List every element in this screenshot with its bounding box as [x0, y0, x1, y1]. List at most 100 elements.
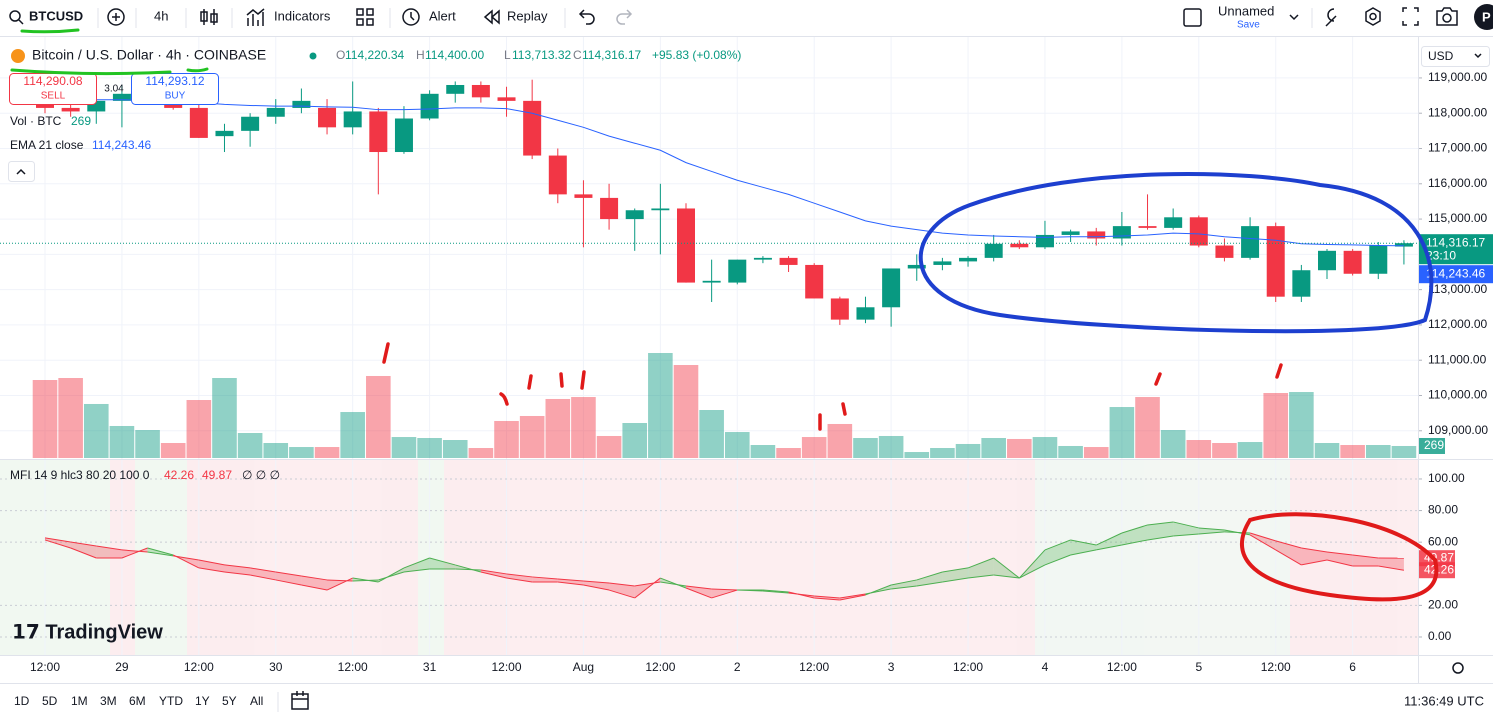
volume-bar: [83, 403, 109, 458]
indicators-icon[interactable]: [246, 8, 265, 26]
countdown-label: 23:10: [1426, 248, 1456, 262]
y-tick-label: 118,000.00: [1428, 105, 1487, 119]
volume-bar: [494, 420, 519, 458]
volume-bar: [417, 438, 442, 458]
range-button[interactable]: 5D: [42, 694, 58, 708]
indicators-button[interactable]: Indicators: [274, 8, 331, 23]
candle-body: [625, 210, 644, 220]
volume-bar: [853, 438, 878, 458]
ema-legend-value: 114,243.46: [92, 138, 151, 152]
replay-button[interactable]: Replay: [507, 8, 548, 23]
search-icon[interactable]: [9, 10, 21, 22]
ohlc-label: O: [336, 48, 345, 62]
change: +95.83 (+0.08%): [652, 48, 741, 62]
volume-bar: [596, 435, 622, 458]
mfi-signal-line: [44, 537, 71, 543]
quick-search[interactable]: [1325, 8, 1337, 27]
mfi-signal-line: [327, 579, 353, 582]
volume-bar: [58, 378, 83, 458]
fullscreen[interactable]: [1402, 7, 1419, 26]
mfi-line: [480, 571, 507, 579]
add-symbol[interactable]: [107, 8, 125, 26]
volume-bar: [981, 438, 1006, 458]
currency[interactable]: USD: [1428, 49, 1454, 63]
alert-button[interactable]: Alert: [429, 8, 456, 23]
avatar[interactable]: [1474, 4, 1493, 30]
mfi-line: [301, 584, 328, 591]
volume-bar: [930, 448, 955, 458]
mfi-fill: [1352, 554, 1379, 567]
y-tick-label: 80.00: [1428, 503, 1458, 517]
volume-legend-value: 269: [71, 114, 91, 128]
last-price-box: [1419, 234, 1493, 265]
candle-body: [1010, 243, 1029, 248]
range-button[interactable]: 1M: [71, 694, 88, 708]
date-range-icon[interactable]: [291, 691, 309, 710]
mfi-line: [1249, 534, 1276, 551]
layout-name[interactable]: Unnamed: [1218, 3, 1274, 18]
layout-menu[interactable]: [1289, 14, 1299, 21]
mfi-fill: [1378, 557, 1404, 571]
mfi-line: [1096, 532, 1123, 546]
chart-type-icon[interactable]: [200, 9, 218, 25]
replay-icon[interactable]: [483, 9, 500, 25]
candle-body: [446, 84, 465, 94]
range-button[interactable]: 3M: [100, 694, 117, 708]
x-tick-label: 6: [1349, 660, 1356, 674]
mfi-line: [1173, 521, 1199, 529]
snapshot[interactable]: [1436, 7, 1458, 26]
volume-bar: [1058, 445, 1083, 458]
mfi-fill: [1198, 527, 1225, 534]
mfi-signal-line: [891, 585, 917, 590]
volume-box: [1419, 437, 1445, 454]
settings[interactable]: [1365, 7, 1381, 26]
y-tick-label: 60.00: [1428, 534, 1458, 548]
x-tick-label: 12:00: [184, 660, 214, 674]
layout-checkbox[interactable]: [1183, 8, 1202, 27]
ema-line: [45, 98, 1404, 247]
mfi-line: [224, 571, 251, 576]
mfi-fill: [1173, 521, 1199, 537]
volume-bar: [1212, 443, 1237, 458]
candle-body: [266, 107, 285, 117]
mfi-line: [1070, 539, 1097, 546]
user-drawings: [10, 28, 1439, 602]
range-button[interactable]: YTD: [159, 694, 183, 708]
ema-price-box: [1419, 265, 1493, 284]
volume-bar: [237, 433, 263, 458]
undo[interactable]: [578, 9, 595, 25]
mfi-signal-line: [583, 580, 610, 584]
mfi-line: [326, 577, 353, 591]
volume-bar: [801, 437, 827, 458]
volume-bar: [1340, 445, 1365, 458]
candle-body: [471, 84, 490, 98]
range-button[interactable]: All: [250, 694, 263, 708]
mfi-line: [1044, 539, 1071, 551]
candle-body: [343, 111, 362, 128]
templates-icon[interactable]: [356, 8, 374, 26]
candle-body: [292, 100, 311, 108]
range-button[interactable]: 1Y: [195, 694, 210, 708]
interval[interactable]: 4h: [154, 8, 168, 23]
volume-bar: [1083, 447, 1109, 458]
mfi-fill: [1301, 548, 1327, 565]
range-button[interactable]: 1D: [14, 694, 30, 708]
alert-icon[interactable]: [402, 8, 420, 26]
volume-bar: [776, 448, 801, 458]
save-label[interactable]: Save: [1237, 20, 1260, 31]
candle-body: [728, 259, 747, 283]
mfi-legend-value: 42.26: [164, 468, 194, 482]
redo[interactable]: [616, 9, 633, 25]
range-button[interactable]: 6M: [129, 694, 146, 708]
buy-button[interactable]: [131, 73, 219, 105]
x-tick-label: 12:00: [492, 660, 522, 674]
mfi-signal-line: [814, 595, 840, 599]
currency-button[interactable]: [1421, 46, 1490, 67]
mfi-signal-line: [1275, 540, 1302, 549]
mfi-fill: [583, 581, 610, 591]
symbol[interactable]: BTCUSD: [29, 8, 83, 23]
mfi-background: [0, 460, 1418, 655]
range-button[interactable]: 5Y: [222, 694, 237, 708]
axis-settings[interactable]: [1452, 662, 1464, 674]
volume-bar: [673, 365, 699, 458]
